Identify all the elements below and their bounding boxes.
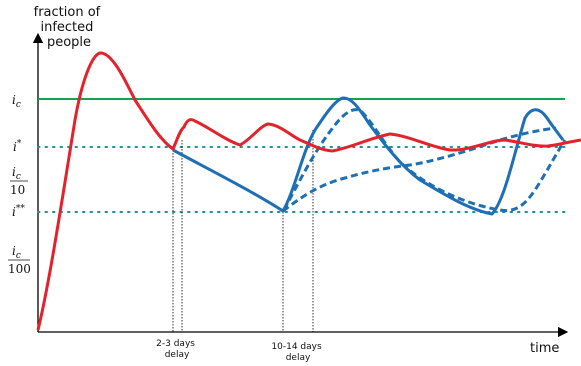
y-tick-ic-over-100: ic 100 — [8, 244, 31, 276]
delay-annotation-long: 10-14 days delay — [271, 342, 324, 363]
y-tick-ic-over-10: ic 10 — [10, 165, 28, 197]
delay-long-line-2: delay — [286, 353, 311, 363]
y-tick-i-star-star: i** — [12, 204, 25, 219]
blue-solid-curve — [172, 96, 565, 216]
y-axis-label-line-3: people — [47, 35, 91, 50]
svg-text:ic: ic — [12, 165, 21, 182]
y-tick-i-star: i* — [13, 139, 22, 154]
red-curve — [36, 51, 581, 331]
delay-short-line-2: delay — [165, 350, 190, 360]
svg-text:ic: ic — [12, 93, 21, 110]
svg-text:10: 10 — [10, 183, 25, 197]
y-axis-label-line-2: infected — [40, 20, 93, 35]
x-axis-label: time — [530, 341, 559, 356]
delay-long-line-1: 10-14 days — [271, 342, 322, 352]
svg-text:100: 100 — [8, 262, 31, 276]
delay-annotation-short: 2-3 days delay — [156, 339, 198, 360]
svg-text:i*: i* — [13, 139, 22, 154]
y-axis-label: fraction of infected people — [34, 5, 105, 50]
blue-dashed-curve — [282, 126, 557, 213]
svg-text:i**: i** — [12, 204, 25, 219]
y-axis-label-line-1: fraction of — [34, 5, 101, 20]
svg-text:ic: ic — [12, 244, 21, 261]
delay-short-line-1: 2-3 days — [156, 339, 195, 349]
y-tick-ic: ic — [12, 93, 21, 110]
